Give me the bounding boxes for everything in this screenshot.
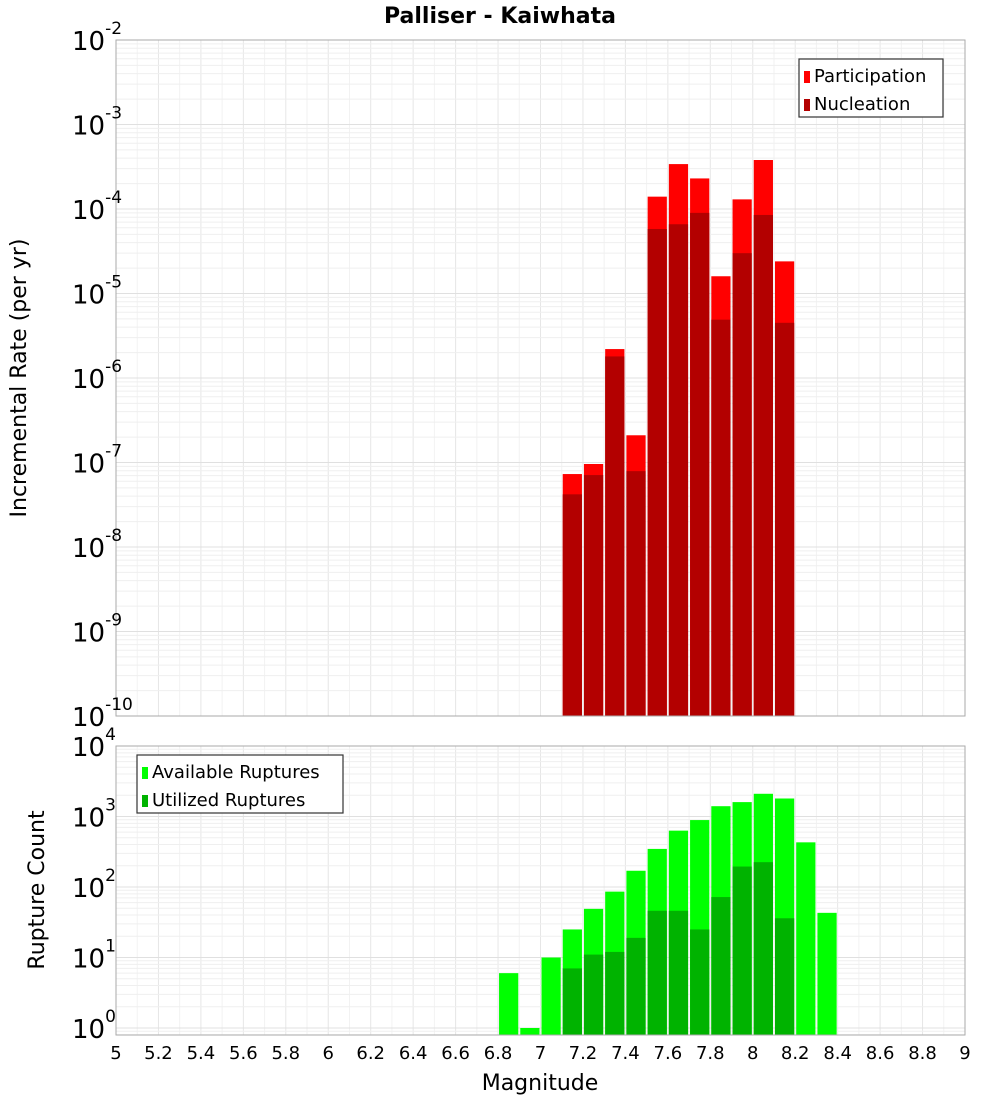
top-bar-nucleation [753, 214, 773, 716]
bottom-bar-utilized-ruptures [711, 897, 731, 1035]
bottom-bar-utilized-ruptures [626, 937, 646, 1035]
x-tick-label: 8 [747, 1043, 758, 1064]
bottom-y-tick-label: 103 [72, 796, 116, 834]
bottom-bar-utilized-ruptures [690, 929, 710, 1035]
top-bar-nucleation [774, 322, 795, 716]
bottom-legend [136, 754, 344, 814]
top-bar-nucleation [562, 494, 582, 716]
top-legend [798, 58, 944, 118]
bottom-bar-available-ruptures [541, 957, 561, 1035]
top-y-tick-label: 10-5 [72, 273, 122, 311]
bottom-legend-swatch [142, 767, 148, 779]
bottom-legend-item: Utilized Ruptures [152, 790, 305, 811]
top-bar-nucleation [647, 228, 667, 716]
chart-title: Palliser - Kaiwhata [384, 4, 616, 29]
x-tick-label: 5.6 [229, 1043, 258, 1064]
bottom-bar-utilized-ruptures [668, 910, 689, 1035]
bottom-bar-utilized-ruptures [562, 968, 582, 1035]
x-tick-label: 6.8 [484, 1043, 513, 1064]
x-tick-label: 6.4 [399, 1043, 428, 1064]
top-plot-frame [115, 39, 966, 717]
bottom-legend-swatch [142, 795, 148, 807]
top-y-axis-label: Incremental Rate (per yr) [7, 239, 32, 518]
x-tick-label: 7.2 [569, 1043, 598, 1064]
bottom-bar-available-ruptures [817, 912, 837, 1035]
x-tick-label: 7.8 [696, 1043, 725, 1064]
bottom-bar-utilized-ruptures [774, 918, 795, 1035]
x-tick-label: 7.4 [611, 1043, 640, 1064]
top-legend-swatch [804, 99, 810, 111]
bottom-y-tick-label: 100 [72, 1007, 116, 1045]
x-tick-label: 7.6 [654, 1043, 683, 1064]
bottom-y-tick-label: 104 [72, 725, 116, 763]
x-tick-label: 6 [323, 1043, 334, 1064]
x-tick-label: 5.8 [271, 1043, 300, 1064]
top-y-tick-label: 10-4 [72, 188, 122, 226]
top-bar-nucleation [668, 224, 689, 716]
x-tick-label: 9 [959, 1043, 970, 1064]
bottom-bar-utilized-ruptures [583, 954, 604, 1035]
x-tick-label: 8.2 [781, 1043, 810, 1064]
bottom-bar-available-ruptures [499, 973, 519, 1035]
top-legend-swatch [804, 71, 810, 83]
x-tick-label: 5.4 [187, 1043, 216, 1064]
top-bar-nucleation [711, 319, 731, 716]
top-bar-nucleation [583, 475, 604, 716]
x-tick-label: 8.8 [908, 1043, 937, 1064]
top-y-tick-label: 10-8 [72, 526, 122, 564]
x-tick-label: 6.2 [356, 1043, 385, 1064]
x-tick-label: 6.6 [441, 1043, 470, 1064]
top-y-tick-label: 10-2 [72, 19, 122, 57]
x-axis-label: Magnitude [482, 1071, 599, 1096]
x-tick-label: 8.4 [823, 1043, 852, 1064]
bottom-y-tick-label: 101 [72, 937, 116, 975]
top-y-tick-label: 10-9 [72, 611, 122, 649]
top-bar-nucleation [690, 212, 710, 716]
top-bar-nucleation [605, 356, 625, 716]
bottom-bar-available-ruptures [520, 1028, 540, 1035]
top-bar-nucleation [626, 471, 646, 716]
top-y-tick-label: 10-6 [72, 357, 122, 395]
bottom-bar-utilized-ruptures [605, 951, 625, 1035]
bottom-bar-utilized-ruptures [647, 910, 667, 1035]
x-tick-label: 8.6 [866, 1043, 895, 1064]
bottom-bar-utilized-ruptures [753, 862, 773, 1035]
bottom-plot-frame [115, 745, 966, 1036]
bottom-bar-available-ruptures [796, 842, 816, 1035]
top-bar-nucleation [732, 253, 752, 716]
x-tick-label: 5.2 [144, 1043, 173, 1064]
bottom-y-tick-label: 102 [72, 866, 116, 904]
bottom-y-axis-label: Rupture Count [25, 810, 50, 970]
top-legend-item: Nucleation [814, 94, 910, 115]
x-tick-label: 7 [535, 1043, 546, 1064]
x-tick-label: 5 [110, 1043, 121, 1064]
top-y-tick-label: 10-10 [72, 695, 133, 733]
bottom-legend-item: Available Ruptures [152, 762, 320, 783]
top-legend-item: Participation [814, 66, 926, 87]
top-y-tick-label: 10-7 [72, 442, 122, 480]
bottom-bar-utilized-ruptures [732, 866, 752, 1035]
top-y-tick-label: 10-3 [72, 104, 122, 142]
